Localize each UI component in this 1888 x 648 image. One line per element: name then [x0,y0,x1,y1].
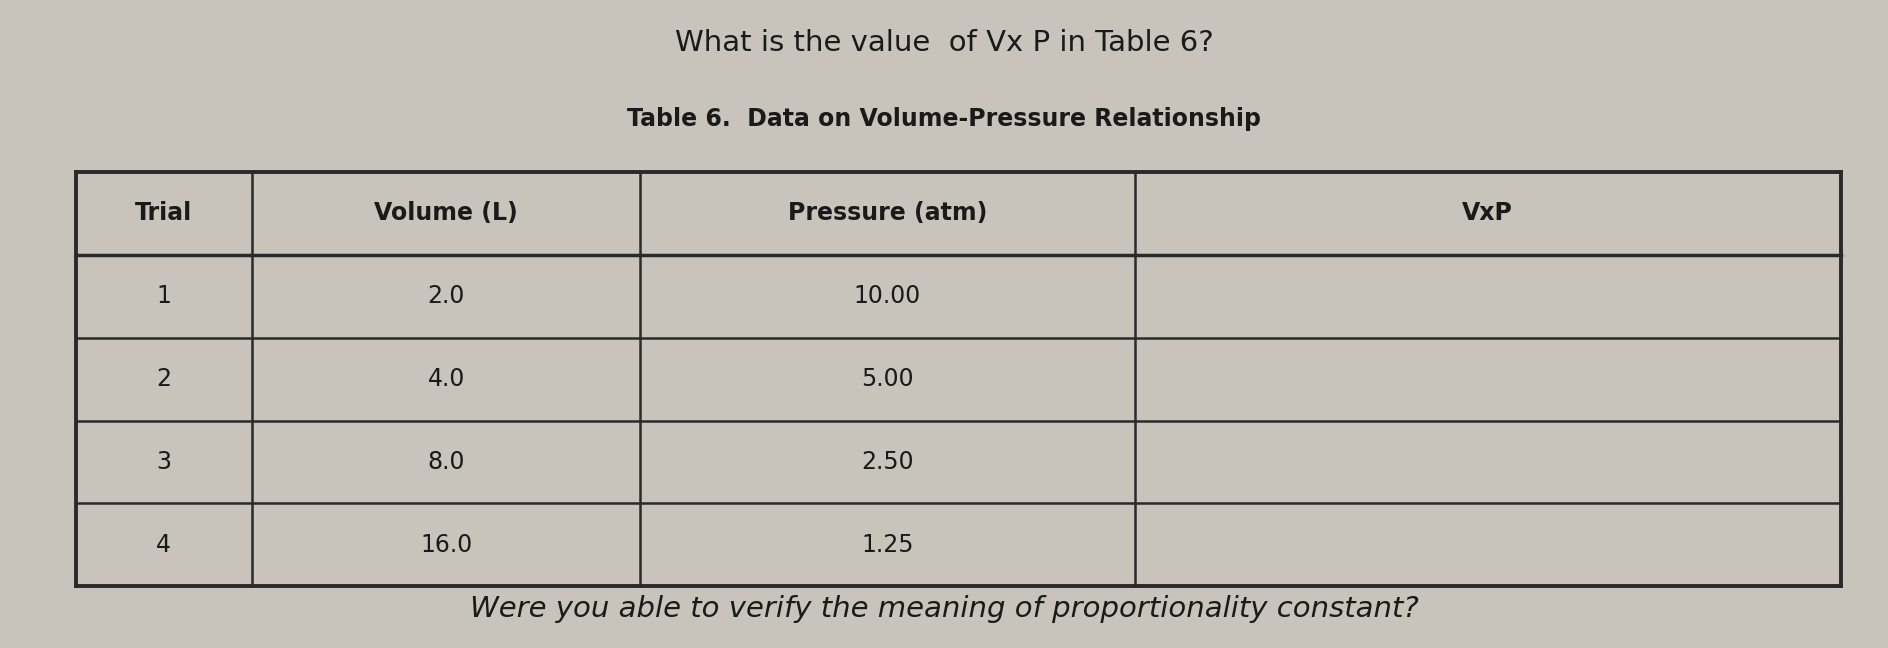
Text: Pressure (atm): Pressure (atm) [787,201,987,226]
Text: 2.0: 2.0 [427,284,464,308]
Text: Trial: Trial [136,201,193,226]
Text: Were you able to verify the meaning of proportionality constant?: Were you able to verify the meaning of p… [470,596,1418,623]
Text: 4.0: 4.0 [427,367,464,391]
Text: 4: 4 [157,533,172,557]
Text: 16.0: 16.0 [421,533,472,557]
Text: 5.00: 5.00 [861,367,914,391]
Text: VxP: VxP [1463,201,1512,226]
Text: Table 6.  Data on Volume-Pressure Relationship: Table 6. Data on Volume-Pressure Relatio… [627,107,1261,131]
Text: 10.00: 10.00 [853,284,921,308]
Text: 2.50: 2.50 [861,450,914,474]
Text: What is the value  of Vx P in Table 6?: What is the value of Vx P in Table 6? [674,29,1214,57]
Text: Volume (L): Volume (L) [374,201,517,226]
Text: 1: 1 [157,284,172,308]
Text: 1.25: 1.25 [861,533,914,557]
Text: 8.0: 8.0 [427,450,464,474]
Text: 2: 2 [157,367,172,391]
Text: 3: 3 [157,450,172,474]
